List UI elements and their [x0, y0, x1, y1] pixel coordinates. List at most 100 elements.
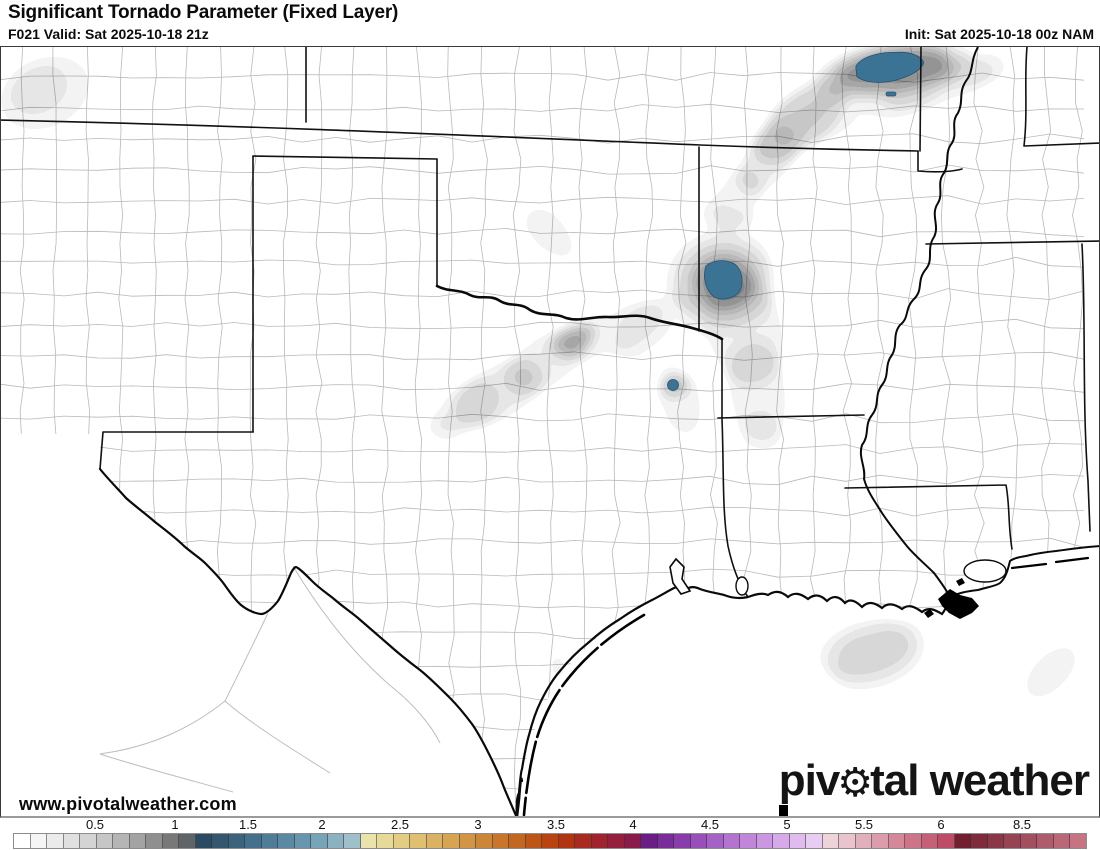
- barrier-islands: [522, 556, 1090, 816]
- colorbar-cell: [426, 834, 443, 848]
- colorbar-cell: [311, 834, 328, 848]
- colorbar-cell: [773, 834, 790, 848]
- init-time-label: Init: Sat 2025-10-18 00z NAM: [904, 26, 1094, 42]
- colorbar-cell: [1020, 834, 1037, 848]
- colorbar-cell: [30, 834, 47, 848]
- colorbar-cell: [212, 834, 229, 848]
- colorbar-cell: [641, 834, 658, 848]
- colorbar-cell: [261, 834, 278, 848]
- colorbar-cell: [228, 834, 245, 848]
- colorbar-tick-label: 4: [629, 817, 637, 832]
- colorbar-tick-label: 8.5: [1012, 817, 1032, 832]
- colorbar-max-marker: [779, 805, 788, 816]
- colorbar-cell: [954, 834, 971, 848]
- colorbar-cell: [690, 834, 707, 848]
- colorbar-tick-label: 5: [783, 817, 791, 832]
- colorbar-cell: [476, 834, 493, 848]
- colorbar-cell: [14, 834, 31, 848]
- colorbar-cell: [492, 834, 509, 848]
- colorbar-tick-label: 2.5: [390, 817, 410, 832]
- colorbar-cell: [63, 834, 80, 848]
- colorbar-cell: [179, 834, 196, 848]
- watermark-url: www.pivotalweather.com: [19, 794, 237, 814]
- colorbar-cell: [921, 834, 938, 848]
- colorbar-tick-label: 1.5: [238, 817, 258, 832]
- colorbar-cell: [558, 834, 575, 848]
- colorbar-cell: [707, 834, 724, 848]
- stp-blue-cores: [667, 51, 925, 391]
- colorbar-cell: [393, 834, 410, 848]
- la-ms-coastline: [949, 545, 1099, 598]
- colorbar-tick-labels: 0.5 1 1.5 2 2.5 3 3.5 4 4.5 5 5.5 6 8.5: [0, 817, 1100, 833]
- colorbar-cell: [608, 834, 625, 848]
- colorbar-cell: [789, 834, 806, 848]
- logo-text-left: piv: [778, 756, 841, 805]
- galveston-bay: [669, 557, 692, 595]
- colorbar-cell: [360, 834, 377, 848]
- colorbar-tick-label: 0.5: [85, 817, 105, 832]
- state-borders: [1, 47, 1099, 598]
- colorbar-cell: [806, 834, 823, 848]
- colorbar-cell: [1037, 834, 1054, 848]
- colorbar-cell: [96, 834, 113, 848]
- colorbar-cell: [839, 834, 856, 848]
- gulf-coastline: [515, 585, 952, 816]
- colorbar-cell: [113, 834, 130, 848]
- colorbar-cell: [525, 834, 542, 848]
- mississippi-river-border: [859, 47, 979, 598]
- colorbar-tick-label: 4.5: [700, 817, 720, 832]
- colorbar-cell: [47, 834, 64, 848]
- red-river-border: [435, 284, 724, 341]
- pivotal-weather-logo: piv ⚙ tal weather: [778, 756, 1090, 805]
- colorbar-cell: [410, 834, 427, 848]
- colorbar-cell: [740, 834, 757, 848]
- colorbar-tick-label: 3.5: [546, 817, 566, 832]
- colorbar-tick-label: 1: [171, 817, 179, 832]
- colorbar-cell: [327, 834, 344, 848]
- colorbar-cell: [377, 834, 394, 848]
- gear-icon: ⚙: [837, 761, 873, 805]
- colorbar-tick-label: 2: [318, 817, 326, 832]
- logo-text-right: tal weather: [870, 756, 1090, 805]
- colorbar-cell: [509, 834, 526, 848]
- colorbar-cell: [195, 834, 212, 848]
- colorbar-cell: [723, 834, 740, 848]
- colorbar-cell: [591, 834, 608, 848]
- colorbar-cell: [756, 834, 773, 848]
- colorbar-cell: [1053, 834, 1070, 848]
- colorbar-cell: [443, 834, 460, 848]
- colorbar-cell: [624, 834, 641, 848]
- colorbar-cell: [344, 834, 361, 848]
- colorbar-cell: [657, 834, 674, 848]
- lakes-and-delta: [669, 557, 1007, 619]
- colorbar-cell: [987, 834, 1004, 848]
- colorbar-cell: [1004, 834, 1021, 848]
- valid-time-label: F021 Valid: Sat 2025-10-18 21z: [8, 26, 209, 42]
- colorbar-cell: [888, 834, 905, 848]
- colorbar-cell: [542, 834, 559, 848]
- colorbar-cell: [872, 834, 889, 848]
- colorbar-cell: [674, 834, 691, 848]
- colorbar: [13, 833, 1087, 849]
- weather-map: www.pivotalweather.com piv ⚙ tal weather: [0, 46, 1100, 818]
- map-image: [1, 47, 1099, 816]
- colorbar-tick-label: 5.5: [854, 817, 874, 832]
- colorbar-cell: [80, 834, 97, 848]
- colorbar-cell: [129, 834, 146, 848]
- colorbar-cell: [575, 834, 592, 848]
- stp-shading: [1, 47, 1099, 757]
- mississippi-delta: [938, 589, 979, 619]
- colorbar-cell: [459, 834, 476, 848]
- colorbar-cell: [278, 834, 295, 848]
- colorbar-cell: [938, 834, 955, 848]
- colorbar-tick-label: 3: [474, 817, 482, 832]
- lake-pontchartrain: [963, 559, 1007, 583]
- colorbar-cell: [146, 834, 163, 848]
- rio-grande-border: [98, 467, 518, 816]
- colorbar-cell: [1070, 834, 1086, 848]
- colorbar-cell: [162, 834, 179, 848]
- page-title: Significant Tornado Parameter (Fixed Lay…: [8, 2, 399, 23]
- mexico-state-lines: [99, 565, 441, 793]
- sabine-lake: [735, 576, 749, 596]
